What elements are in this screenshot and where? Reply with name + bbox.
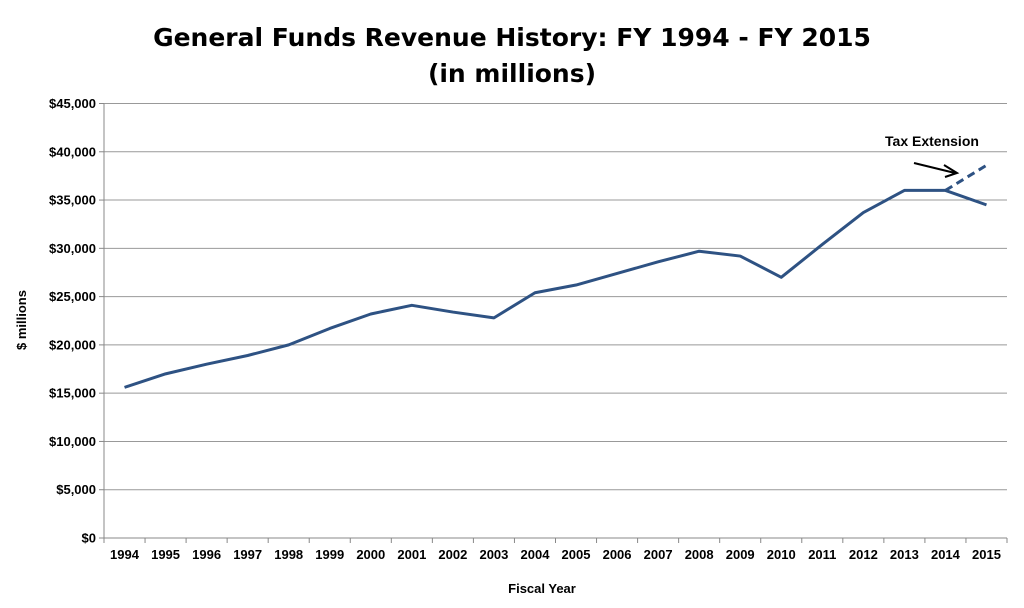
y-tick-label: $15,000 — [49, 386, 96, 401]
y-tick-label: $35,000 — [49, 193, 96, 208]
chart-subtitle: (in millions) — [428, 59, 596, 88]
x-tick-label: 2008 — [685, 547, 714, 562]
y-tick-label: $40,000 — [49, 144, 96, 159]
annotation-arrow — [913, 162, 960, 178]
x-tick-label: 1999 — [315, 547, 344, 562]
x-tick-label: 2011 — [808, 547, 836, 562]
x-tick-label: 1998 — [274, 547, 303, 562]
tax-extension-line — [944, 164, 988, 192]
x-tick-label: 2013 — [890, 547, 919, 562]
x-tick-label: 2003 — [479, 547, 508, 562]
x-tick-label: 2004 — [521, 547, 551, 562]
x-tick-label: 2010 — [767, 547, 796, 562]
x-tick-label: 2000 — [356, 547, 385, 562]
x-tick-label: 1996 — [192, 547, 221, 562]
y-tick-label: $5,000 — [56, 482, 96, 497]
x-tick-label: 1997 — [233, 547, 262, 562]
y-tick-label: $30,000 — [49, 241, 96, 256]
x-tick-label: 1994 — [110, 547, 140, 562]
x-tick-label: 2007 — [644, 547, 673, 562]
y-tick-label: $0 — [82, 531, 96, 546]
x-axis-label: Fiscal Year — [508, 581, 576, 596]
y-tick-label: $20,000 — [49, 337, 96, 352]
x-tick-label: 2009 — [726, 547, 755, 562]
x-tick-label: 2012 — [849, 547, 878, 562]
revenue-line — [124, 188, 987, 389]
annotation-tax-extension: Tax Extension — [885, 133, 979, 149]
x-tick-label: 2002 — [438, 547, 467, 562]
y-tick-label: $10,000 — [49, 434, 96, 449]
y-tick-label: $25,000 — [49, 289, 96, 304]
y-axis-label: $ millions — [14, 290, 29, 350]
chart-title: General Funds Revenue History: FY 1994 -… — [153, 23, 871, 52]
x-tick-label: 2015 — [972, 547, 1001, 562]
x-tick-label: 1995 — [151, 547, 180, 562]
x-tick-label: 2014 — [931, 547, 961, 562]
x-tick-label: 2006 — [603, 547, 632, 562]
x-tick-label: 2005 — [562, 547, 591, 562]
x-tick-label: 2001 — [397, 547, 426, 562]
y-tick-label: $45,000 — [49, 96, 96, 111]
